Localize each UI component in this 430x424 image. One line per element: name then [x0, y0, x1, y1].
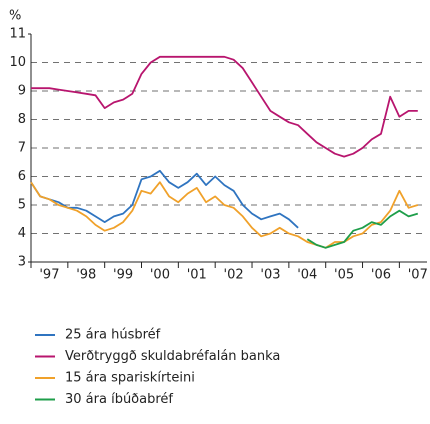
legend-label: 30 ára íbúðabréf: [65, 392, 173, 407]
line-series: [31, 55, 418, 158]
y-tick-label: 11: [9, 27, 26, 42]
x-tick-label: '97: [39, 268, 59, 283]
x-tick-label: '04: [297, 268, 317, 283]
y-tick-label: 6: [18, 169, 26, 184]
legend-label: 25 ára húsbréf: [65, 328, 161, 343]
x-tick-label: '98: [76, 268, 96, 283]
x-tick-label: '99: [113, 268, 133, 283]
legend-label: 15 ára spariskírteini: [65, 371, 195, 386]
y-tick-label: 4: [18, 226, 26, 241]
y-axis-label: %: [9, 9, 21, 24]
x-tick-label: '05: [334, 268, 354, 283]
y-tick-label: 8: [18, 112, 26, 127]
x-tick-label: '03: [260, 268, 280, 283]
legend-label: Verðtryggð skuldabréfalán banka: [65, 349, 280, 364]
y-tick-label: 3: [18, 255, 26, 270]
x-tick-label: '07: [408, 268, 428, 283]
x-tick-label: '06: [371, 268, 391, 283]
line-series: [30, 169, 299, 229]
line-series: [306, 209, 419, 249]
line-series: [30, 181, 419, 249]
x-tick-label: '02: [224, 268, 244, 283]
y-tick-label: 5: [18, 198, 26, 213]
y-tick-label: 9: [18, 84, 26, 99]
x-tick-label: '01: [187, 268, 207, 283]
y-tick-label: 10: [9, 55, 26, 70]
y-tick-label: 7: [18, 141, 26, 156]
x-tick-label: '00: [150, 268, 170, 283]
